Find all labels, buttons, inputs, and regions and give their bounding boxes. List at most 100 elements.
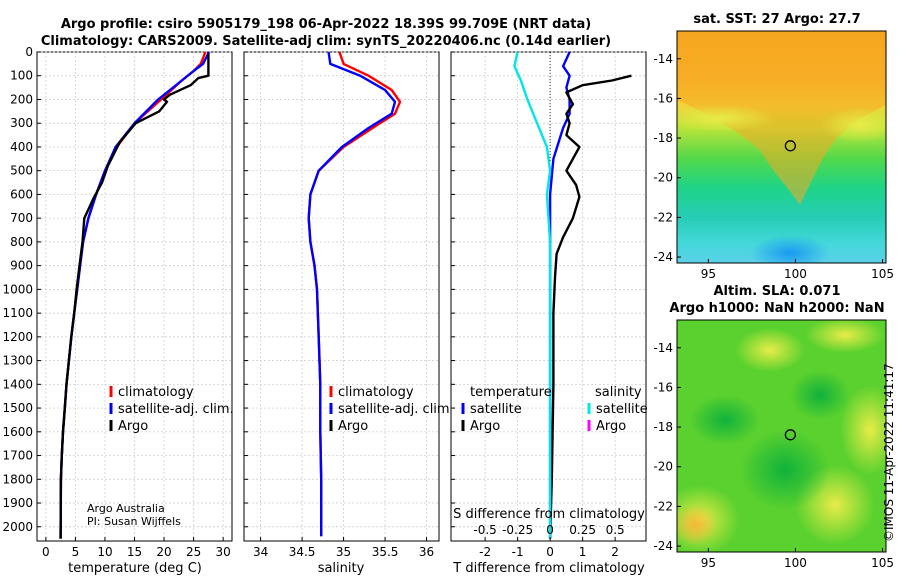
depth-tick-label: 1300: [2, 354, 33, 368]
temperature-profiles: [59, 51, 211, 539]
lon-tick-label: 100: [784, 556, 807, 570]
x-tick-label: 20: [156, 545, 171, 559]
salinity-legend: climatology satellite-adj. clim. Argo: [329, 385, 454, 434]
temperature-x-ticks: 0 5 10 15 20 25 30: [42, 537, 231, 559]
x-tick-label: 36: [419, 545, 434, 559]
legend-argo-label: Argo: [338, 419, 368, 434]
attribution-line1: Argo Australia: [87, 502, 165, 515]
legend-satellite-adj-label: satellite-adj. clim.: [338, 402, 454, 417]
difference-x-ticks: -2 -1 0 1 2: [479, 537, 619, 559]
depth-tick-label: 1200: [2, 330, 33, 344]
lon-tick-label: 105: [871, 556, 894, 570]
sla-low-center: [740, 430, 830, 510]
lat-tick-label: -16: [653, 380, 673, 394]
lat-tick-label: -14: [653, 52, 673, 66]
depth-tick-label: 1400: [2, 377, 33, 391]
t-difference-axis-label: T difference from climatology: [452, 561, 645, 576]
lon-tick-label: 95: [701, 556, 716, 570]
sst-cold-patch: [750, 235, 830, 263]
depth-tick-label: 100: [10, 69, 33, 83]
lat-tick-label: -18: [653, 420, 673, 434]
x-tick-label: 30: [215, 545, 230, 559]
lon-tick-label: 95: [701, 267, 716, 281]
x-tick-label: 2: [611, 545, 619, 559]
depth-tick-label: 1900: [2, 496, 33, 510]
difference-axes-frame: [450, 51, 647, 542]
x-tick-label: 35.5: [372, 545, 399, 559]
temperature-legend: climatology satellite-adj. clim. Argo: [109, 385, 234, 434]
depth-tick-label: 1000: [2, 282, 33, 296]
salinity-profiles: [307, 51, 402, 537]
x-tick-label: 1: [579, 545, 587, 559]
sla-low-northeast: [790, 370, 850, 420]
lat-tick-label: -14: [653, 341, 673, 355]
lat-tick-label: -16: [653, 91, 673, 105]
legend-s-argo-label: Argo: [596, 419, 626, 434]
x-tick-label: -2: [479, 545, 491, 559]
salinity-axes-frame: [243, 51, 440, 542]
sst-map-frame: [676, 30, 887, 264]
s-difference-tick-label: 0.5: [606, 523, 625, 537]
temperature-axis-label: temperature (deg C): [68, 561, 202, 576]
depth-tick-label: 1100: [2, 306, 33, 320]
x-tick-label: -1: [512, 545, 524, 559]
lat-tick-label: -22: [653, 210, 673, 224]
figure-title-line2: Climatology: CARS2009. Satellite-adj cli…: [41, 34, 611, 49]
depth-tick-label: 1800: [2, 472, 33, 486]
depth-tick-label: 0: [25, 45, 33, 59]
sla-high-northeast: [805, 320, 885, 353]
salinity-x-ticks: 34 34.5 35 35.5 36: [253, 537, 434, 559]
sla-high-east: [840, 385, 886, 475]
sst-map-title: sat. SST: 27 Argo: 27.7: [693, 12, 860, 27]
argo-position-marker: [784, 429, 797, 441]
depth-ticks: 0 100 200 300 400 500 600 700 800 900 1000 1100 1200…: [2, 45, 33, 534]
series-line-satellite-adj-clim-: [307, 51, 397, 537]
salinity-grid: [244, 51, 439, 541]
x-tick-label: 5: [72, 545, 80, 559]
legend-s-satellite-label: satellite: [596, 402, 648, 417]
sla-high-north: [735, 328, 805, 372]
series-line-argo: [59, 53, 210, 539]
lat-tick-label: -24: [653, 539, 673, 553]
s-difference-ticks: -0.5 -0.25 0 0.25 0.5: [473, 523, 624, 537]
sst-map-panel: sat. SST: 27 Argo: 27.7 95 100 105 -14 -16 -1…: [653, 12, 894, 281]
sst-heatmap: [677, 31, 886, 263]
x-tick-label: 0: [42, 545, 50, 559]
sst-yellow-band-east: [820, 107, 886, 143]
legend-satellite-adj-label: satellite-adj. clim.: [118, 402, 234, 417]
legend-t-argo-label: Argo: [470, 419, 500, 434]
lon-tick-label: 105: [871, 267, 894, 281]
x-tick-label: 35: [336, 545, 351, 559]
sst-yellow-band: [677, 104, 775, 132]
s-difference-tick-label: -0.25: [502, 523, 533, 537]
depth-tick-label: 2000: [2, 520, 33, 534]
sla-map-ticks: 95 100 105 -14 -16 -18 -20 -22 -24: [653, 341, 894, 570]
temperature-panel: 0 5 10 15 20 25 30 0 100 200 300 400 500 600 700 800 90…: [2, 45, 233, 576]
depth-tick-label: 800: [10, 235, 33, 249]
sla-map-subtitle: Argo h1000: NaN h2000: NaN: [669, 301, 884, 316]
sla-map-panel: Altim. SLA: 0.071 Argo h1000: NaN h2000:…: [653, 284, 894, 570]
legend-temperature-title: temperature: [470, 385, 552, 400]
salinity-panel: 34 34.5 35 35.5 36 salinity climatology sate…: [243, 51, 454, 576]
x-tick-label: 34: [253, 545, 268, 559]
depth-tick-label: 1600: [2, 425, 33, 439]
legend-climatology-label: climatology: [338, 385, 414, 400]
legend-t-satellite-label: satellite: [470, 402, 522, 417]
s-difference-tick-label: 0: [546, 523, 554, 537]
x-tick-label: 34.5: [289, 545, 316, 559]
s-difference-tick-label: 0.25: [569, 523, 596, 537]
s-difference-axis-label: S difference from climatology: [453, 507, 645, 522]
x-tick-label: 10: [97, 545, 112, 559]
x-tick-label: 25: [186, 545, 201, 559]
depth-tick-label: 700: [10, 211, 33, 225]
sla-map-title: Altim. SLA: 0.071: [714, 284, 841, 299]
legend-climatology-label: climatology: [118, 385, 194, 400]
x-tick-label: 0: [546, 545, 554, 559]
lat-tick-label: -18: [653, 131, 673, 145]
difference-panel: -2 -1 0 1 2 -0.5 -0.25 0 0.25 0.5 S difference f…: [450, 51, 648, 576]
legend-salinity-title: salinity: [595, 385, 642, 400]
series-line-t-argo: [548, 74, 632, 539]
sst-warm-region: [677, 31, 886, 205]
